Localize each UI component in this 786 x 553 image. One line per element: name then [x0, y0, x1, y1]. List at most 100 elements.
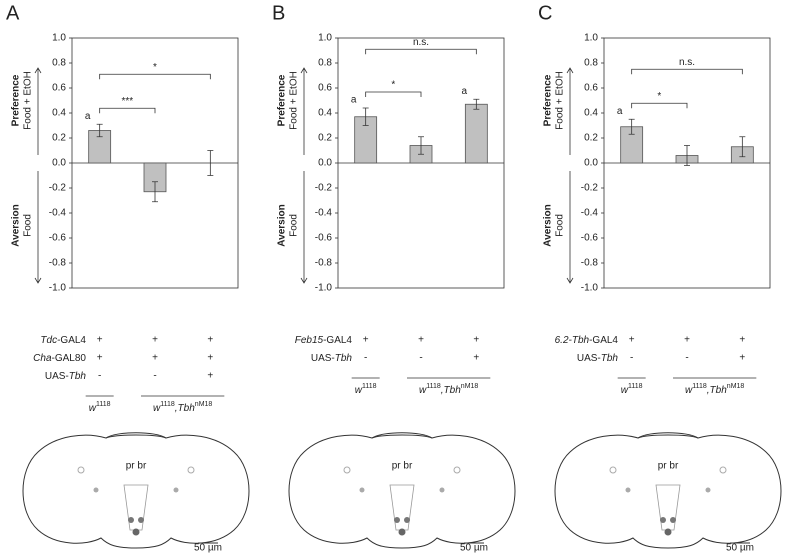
genotype-value: +: [684, 335, 690, 346]
arrow: [300, 67, 308, 155]
arrow: [34, 67, 42, 155]
y-tick-label: -0.8: [315, 258, 333, 269]
y-label-bold: Preference: [543, 74, 554, 126]
comparison-label: ***: [121, 96, 133, 107]
text-part: Cha: [33, 353, 52, 364]
error-bar: [473, 98, 480, 110]
genotype-value: +: [739, 353, 745, 364]
text-part: Tbh: [335, 353, 353, 364]
bracket: [365, 91, 422, 97]
text-part: ,Tbh: [707, 385, 727, 396]
sig-letter: a: [462, 86, 468, 97]
y-tick-label: 0.4: [318, 108, 332, 119]
error-bar: [152, 181, 158, 203]
arrow: [34, 171, 42, 284]
genotype-value: -: [98, 371, 101, 382]
error-bar: [739, 136, 746, 158]
brain-schematic: [288, 432, 516, 549]
text-part: nM18: [195, 401, 213, 408]
y-label: Food: [23, 214, 34, 237]
text-part: Feb15: [295, 335, 324, 346]
y-tick-label: 0.6: [52, 83, 66, 94]
y-label: Food: [555, 214, 566, 237]
text-part: Tdc: [40, 335, 57, 346]
y-label: Food: [289, 214, 300, 237]
y-tick-label: 0.8: [584, 58, 598, 69]
genotype-label: UAS-Tbh: [45, 371, 87, 382]
y-label: Food + EtOH: [555, 71, 566, 130]
genotype-value: +: [418, 335, 424, 346]
y-tick-label: 0.8: [318, 58, 332, 69]
text-part: nM18: [727, 383, 745, 390]
y-tick-label: 1.0: [584, 33, 598, 44]
genotype-label: 6.2-Tbh-GAL4: [555, 335, 619, 346]
arrow: [300, 171, 308, 284]
comparison-label: *: [153, 62, 157, 73]
text-part: 1118: [96, 401, 111, 408]
brain-schematic: [554, 432, 782, 549]
text-part: UAS-: [45, 371, 69, 382]
genotype-value: +: [152, 335, 158, 346]
genotype-value: -: [419, 353, 422, 364]
y-tick-label: 0.0: [584, 158, 598, 169]
scale-label: 50 µm: [726, 543, 754, 553]
error-bar: [628, 118, 635, 135]
text-part: w: [685, 385, 693, 396]
comparison-label: *: [391, 80, 395, 91]
comparison-label: *: [657, 91, 661, 102]
y-label-bold: Preference: [11, 74, 22, 126]
y-label: Food + EtOH: [289, 71, 300, 130]
y-tick-label: -0.6: [581, 233, 599, 244]
bracket: [99, 73, 211, 80]
y-tick-label: -0.8: [49, 258, 67, 269]
text-part: -GAL4: [57, 335, 86, 346]
y-tick-label: 0.4: [584, 108, 598, 119]
y-tick-label: -1.0: [49, 283, 67, 294]
genotype-label: Feb15-GAL4: [295, 335, 353, 346]
text-part: 1118: [692, 383, 707, 390]
text-part: 6.2-Tbh: [555, 335, 590, 346]
y-label-bold: Aversion: [277, 204, 288, 246]
text-part: ,Tbh: [441, 385, 461, 396]
error-bar: [684, 145, 690, 166]
genotype-value: +: [152, 353, 158, 364]
y-tick-label: -0.4: [49, 208, 67, 219]
text-part: ,Tbh: [175, 403, 195, 414]
y-tick-label: -1.0: [315, 283, 333, 294]
y-tick-label: 0.0: [52, 158, 66, 169]
genotype-value: +: [207, 335, 213, 346]
text-part: nM18: [461, 383, 479, 390]
panel-letter: A: [6, 2, 20, 24]
text-part: 1118: [362, 383, 377, 390]
text-part: -GAL80: [52, 353, 87, 364]
genotype-value: -: [364, 353, 367, 364]
arrow: [566, 171, 574, 284]
genotype-value: +: [629, 335, 635, 346]
genotype-value: +: [363, 335, 369, 346]
bracket: [631, 102, 688, 109]
arrow: [566, 67, 574, 155]
brain-label: pr br: [658, 461, 679, 472]
sig-letter: a: [617, 106, 623, 117]
error-bar: [207, 150, 214, 176]
y-tick-label: 1.0: [52, 33, 66, 44]
genotype-group: w1118: [355, 383, 377, 395]
genotype-value: +: [207, 371, 213, 382]
y-tick-label: -0.2: [49, 183, 67, 194]
sig-letter: a: [85, 111, 91, 122]
text-part: 1118: [160, 401, 175, 408]
text-part: w: [355, 385, 363, 396]
text-part: UAS-: [311, 353, 335, 364]
y-tick-label: 1.0: [318, 33, 332, 44]
genotype-label: UAS-Tbh: [311, 353, 353, 364]
y-label: Food + EtOH: [23, 71, 34, 130]
text-part: w: [153, 403, 161, 414]
genotype-value: -: [630, 353, 633, 364]
y-tick-label: 0.4: [52, 108, 66, 119]
genotype-value: +: [739, 335, 745, 346]
y-label-bold: Preference: [277, 74, 288, 126]
brain-label: pr br: [126, 461, 147, 472]
y-label-bold: Aversion: [11, 204, 22, 246]
genotype-group: w1118: [89, 401, 111, 413]
